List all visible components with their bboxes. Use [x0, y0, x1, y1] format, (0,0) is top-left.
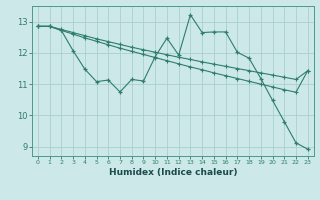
- X-axis label: Humidex (Indice chaleur): Humidex (Indice chaleur): [108, 168, 237, 177]
